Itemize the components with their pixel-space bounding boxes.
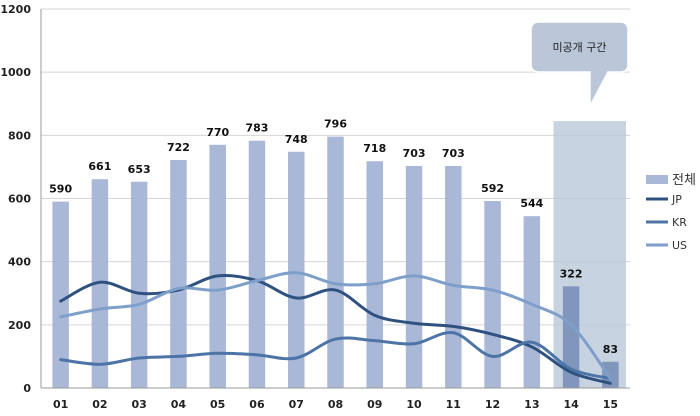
bar-value-label: 590: [49, 183, 72, 196]
x-tick-label: 05: [210, 398, 225, 411]
legend-label: JP: [671, 193, 682, 206]
line-jp: [59, 273, 612, 385]
bar-value-label: 722: [167, 141, 190, 154]
bar-value-label: 653: [128, 163, 151, 176]
y-tick-label: 400: [8, 256, 31, 269]
legend: 전체 JP KR US: [646, 173, 696, 252]
y-tick-label: 0: [23, 382, 31, 395]
x-tick-label: 10: [406, 398, 422, 411]
legend-swatch: [646, 175, 668, 184]
line-us: [59, 271, 612, 381]
line-series: [59, 271, 612, 385]
legend-label: US: [672, 239, 687, 252]
bar: [248, 140, 266, 388]
bar: [170, 159, 187, 388]
bar: [327, 136, 344, 388]
bar-value-label: 592: [481, 182, 504, 195]
bar-value-label: 544: [520, 197, 543, 210]
bar: [484, 201, 501, 388]
x-tick-label: 01: [53, 398, 68, 411]
bar: [209, 144, 226, 388]
callout-label: 미공개 구간: [552, 41, 606, 54]
bar-value-label: 796: [324, 118, 347, 131]
bar-value-label: 322: [560, 267, 583, 280]
bar-value-label: 783: [245, 122, 268, 135]
bar: [52, 201, 69, 388]
x-tick-label: 09: [367, 398, 382, 411]
x-tick-label: 15: [603, 398, 618, 411]
x-tick-label: 06: [249, 398, 265, 411]
undisclosed-callout: 미공개 구간: [530, 21, 629, 107]
y-tick-label: 800: [8, 129, 31, 142]
bar: [445, 165, 462, 388]
line-kr: [59, 331, 612, 381]
y-tick-label: 1000: [0, 66, 31, 79]
bar-value-label: 703: [403, 147, 426, 160]
bar-value-label: 770: [206, 126, 229, 139]
legend-label: 전체: [672, 173, 696, 188]
y-tick-label: 1200: [0, 3, 31, 16]
x-tick-label: 07: [289, 398, 304, 411]
legend-label: KR: [672, 216, 687, 229]
callout-bubble: [530, 21, 629, 107]
bar-value-label: 83: [603, 343, 618, 356]
bar-value-label: 748: [285, 133, 308, 146]
x-tick-label: 13: [524, 398, 539, 411]
y-tick-label: 600: [8, 193, 31, 206]
bar-value-label: 703: [442, 147, 465, 160]
x-tick-label: 14: [563, 398, 579, 411]
bar: [287, 151, 305, 388]
x-tick-label: 03: [132, 398, 147, 411]
x-tick-label: 12: [485, 398, 500, 411]
bar: [130, 181, 148, 388]
bar-value-label: 661: [88, 160, 111, 173]
data-labels: 590 661 653 722 770 783 748 796 718 703 703 592 544 3…: [49, 118, 618, 356]
x-tick-label: 11: [446, 398, 461, 411]
x-tick-label: 08: [328, 398, 343, 411]
axes: 0 200 400 600 800 1000 1200 01 02 03 04 05 06 07 08 09 1…: [0, 3, 630, 411]
bar: [366, 161, 384, 388]
y-tick-label: 200: [8, 319, 31, 332]
x-tick-label: 04: [171, 398, 187, 411]
bar: [562, 286, 580, 388]
bar-value-label: 718: [363, 142, 386, 155]
bar-series: [52, 136, 619, 388]
x-tick-label: 02: [92, 398, 107, 411]
